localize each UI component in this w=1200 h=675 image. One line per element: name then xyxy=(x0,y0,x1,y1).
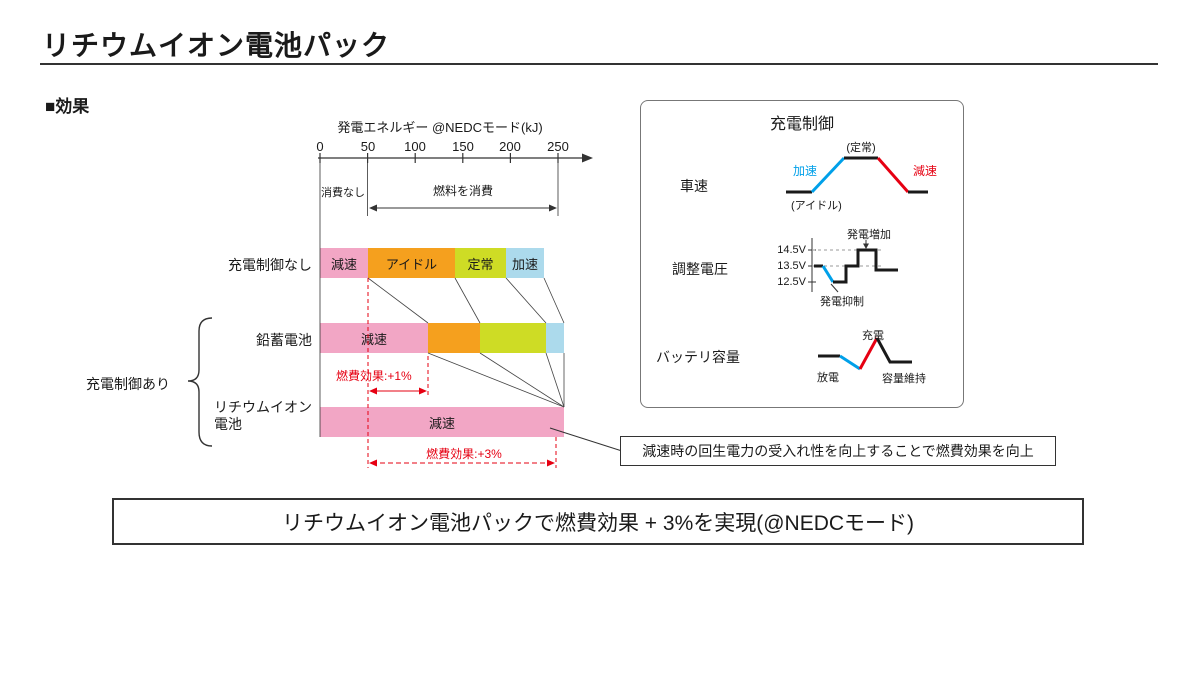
bar-lithium-decel: 減速 xyxy=(320,407,564,437)
x-axis xyxy=(318,153,582,163)
voltage-increase-label: 発電増加 xyxy=(847,229,891,241)
bar-lead-acid-idle xyxy=(428,323,480,353)
row-label-lead-acid: 鉛蓄電池 xyxy=(256,332,312,348)
effect-plus1-label: 燃費効果:+1% xyxy=(336,369,412,383)
group-label-with-control: 充電制御あり xyxy=(86,376,170,392)
battery-charge-label: 充電 xyxy=(862,330,884,342)
fuel-consumption-label: 燃料を消費 xyxy=(432,184,493,198)
no-consumption-label: 消費なし xyxy=(321,187,365,199)
battery-row-label: バッテリ容量 xyxy=(656,349,740,365)
section-label: ■効果 xyxy=(45,97,90,116)
bar-no-control-accel: 加速 xyxy=(506,248,544,278)
row-label-lithium: リチウムイオン 電池 xyxy=(214,399,312,433)
tick-label-200: 200 xyxy=(499,139,521,154)
voltage-suppress-label: 発電抑制 xyxy=(820,296,864,308)
conclusion-text: リチウムイオン電池パックで燃費効果 + 3%を実現(@NEDCモード) xyxy=(281,511,915,535)
speed-steady-label: (定常) xyxy=(846,142,876,154)
voltage-125-label: 12.5V xyxy=(777,276,806,288)
battery-maintain-label: 容量維持 xyxy=(882,373,926,385)
row-label-lithium-line1: リチウムイオン xyxy=(214,399,312,415)
voltage-135-label: 13.5V xyxy=(777,260,806,272)
speed-idle-label: (アイドル) xyxy=(791,200,842,212)
axis-title: 発電エネルギー @NEDCモード(kJ) xyxy=(337,120,543,135)
speed-row-label: 車速 xyxy=(680,178,708,194)
row-label-lithium-line2: 電池 xyxy=(214,416,242,432)
tick-label-50: 50 xyxy=(360,139,376,154)
voltage-145-label: 14.5V xyxy=(777,244,806,256)
bar-no-control-steady: 定常 xyxy=(455,248,506,278)
tick-label-0: 0 xyxy=(316,139,324,154)
panel-title: 充電制御 xyxy=(769,116,834,133)
effect-plus3-label: 燃費効果:+3% xyxy=(426,447,502,461)
tick-label-100: 100 xyxy=(404,139,426,154)
speed-accel-label: 加速 xyxy=(793,164,818,178)
bar-lead-acid-accel xyxy=(546,323,564,353)
title-rule xyxy=(40,63,1158,65)
tick-label-250: 250 xyxy=(547,139,569,154)
speed-decel-label: 減速 xyxy=(913,164,938,178)
callout-text: 減速時の回生電力の受入れ性を向上することで燃費効果を向上 xyxy=(642,443,1034,459)
conclusion-box: リチウムイオン電池パックで燃費効果 + 3%を実現(@NEDCモード) xyxy=(112,498,1084,545)
bar-no-control-decel: 減速 xyxy=(320,248,368,278)
bar-no-control-idle: アイドル xyxy=(368,248,455,278)
bar-lead-acid-decel: 減速 xyxy=(320,323,428,353)
row-label-no-control: 充電制御なし xyxy=(228,257,312,273)
bar-lead-acid-steady xyxy=(480,323,546,353)
battery-discharge-label: 放電 xyxy=(817,372,839,384)
voltage-row-label: 調整電圧 xyxy=(672,261,728,277)
page-title: リチウムイオン電池パック xyxy=(42,30,391,61)
axis-arrow-icon xyxy=(582,153,593,163)
tick-label-150: 150 xyxy=(452,139,474,154)
fuel-range-arrow xyxy=(369,204,557,212)
callout-box: 減速時の回生電力の受入れ性を向上することで燃費効果を向上 xyxy=(620,436,1056,466)
